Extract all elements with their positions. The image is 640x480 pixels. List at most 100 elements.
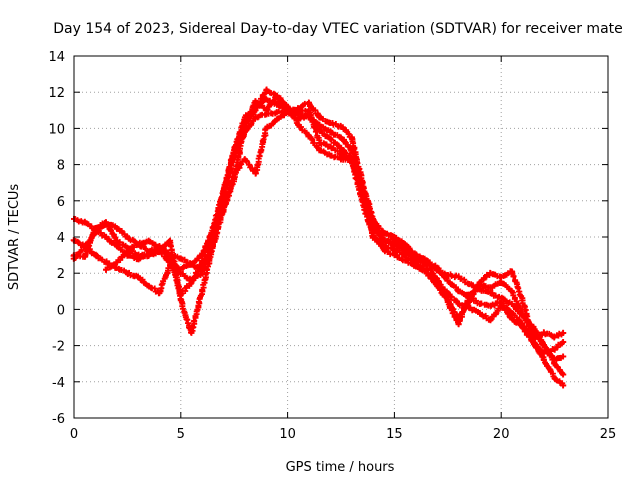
data-point	[252, 170, 259, 177]
data-point	[551, 346, 558, 353]
data-point	[135, 273, 142, 280]
data-point	[220, 188, 227, 195]
data-point	[327, 152, 334, 159]
data-point	[487, 302, 494, 309]
data-point	[81, 253, 88, 260]
data-point	[295, 109, 302, 116]
data-point	[156, 244, 163, 251]
y-axis-label: SDTVAR / TECUs	[7, 184, 22, 291]
x-tick-label: 0	[70, 427, 78, 442]
data-point	[455, 300, 462, 307]
data-point	[508, 300, 515, 307]
data-point	[530, 328, 537, 335]
y-tick-label: 8	[57, 159, 65, 174]
data-point	[263, 87, 270, 94]
data-point	[466, 291, 473, 298]
x-tick-label: 15	[386, 427, 403, 442]
data-point	[540, 329, 547, 336]
data-point	[145, 282, 152, 289]
data-point	[551, 375, 558, 382]
data-point	[327, 119, 334, 126]
data-point	[551, 357, 558, 364]
data-point	[380, 246, 387, 253]
data-point	[487, 270, 494, 277]
data-point	[209, 230, 216, 237]
data-point	[560, 382, 567, 389]
data-point	[113, 264, 120, 271]
data-point	[113, 224, 120, 231]
data-point	[177, 270, 184, 277]
chart-title: Day 154 of 2023, Sidereal Day-to-day VTE…	[53, 21, 623, 37]
y-tick-label: 6	[57, 195, 65, 210]
data-point	[402, 244, 409, 251]
data-point	[252, 98, 259, 105]
data-point	[348, 134, 355, 141]
data-point	[305, 110, 312, 117]
data-point	[508, 268, 515, 275]
y-tick-label: 2	[57, 267, 65, 282]
plot-frame	[73, 55, 609, 419]
data-point	[81, 219, 88, 226]
data-point	[284, 109, 291, 116]
data-point	[92, 252, 99, 259]
data-point	[540, 349, 547, 356]
x-tick-label: 10	[279, 427, 296, 442]
data-point	[444, 272, 451, 279]
x-tick-label: 20	[493, 427, 510, 442]
data-point	[560, 329, 567, 336]
data-point	[391, 246, 398, 253]
data-point	[188, 329, 195, 336]
data-point	[380, 237, 387, 244]
data-point	[327, 136, 334, 143]
data-point	[199, 288, 206, 295]
data-point	[241, 121, 248, 128]
y-tick-label: 12	[48, 86, 65, 101]
data-point	[167, 253, 174, 260]
data-point	[487, 284, 494, 291]
data-point	[338, 145, 344, 152]
data-point	[273, 101, 280, 108]
data-point	[508, 315, 515, 322]
x-tick-label: 25	[600, 427, 617, 442]
data-point	[487, 290, 494, 297]
data-point	[487, 317, 494, 324]
y-tick-label: 10	[48, 122, 65, 137]
data-point	[177, 291, 184, 298]
data-point	[455, 320, 462, 327]
data-point	[145, 252, 152, 259]
data-point	[402, 257, 409, 264]
data-point	[113, 237, 120, 244]
data-point	[103, 266, 110, 273]
data-point	[370, 230, 377, 237]
data-point	[530, 335, 537, 342]
data-point	[241, 156, 248, 163]
data-point	[273, 92, 280, 99]
data-point	[434, 275, 441, 282]
data-point	[113, 243, 120, 250]
data-point	[92, 224, 99, 231]
data-point	[305, 100, 312, 107]
data-point	[560, 353, 567, 360]
data-point	[476, 300, 483, 307]
data-point	[103, 234, 110, 240]
data-point	[498, 302, 505, 309]
data-point	[220, 206, 227, 213]
data-point	[327, 129, 334, 136]
y-tick-label: 4	[57, 231, 65, 246]
data-point	[412, 262, 419, 269]
data-point	[370, 219, 377, 226]
y-tick-label: -4	[52, 376, 65, 391]
data-point	[167, 237, 174, 244]
data-point	[434, 264, 441, 271]
x-tick-label: 5	[177, 427, 185, 442]
data-point	[273, 109, 280, 116]
data-point	[316, 127, 323, 134]
data-point	[444, 277, 451, 284]
data-point	[231, 176, 238, 183]
data-point	[391, 235, 398, 242]
data-point	[412, 253, 419, 260]
data-point	[327, 143, 334, 150]
data-point	[338, 156, 344, 163]
data-point	[560, 371, 567, 378]
